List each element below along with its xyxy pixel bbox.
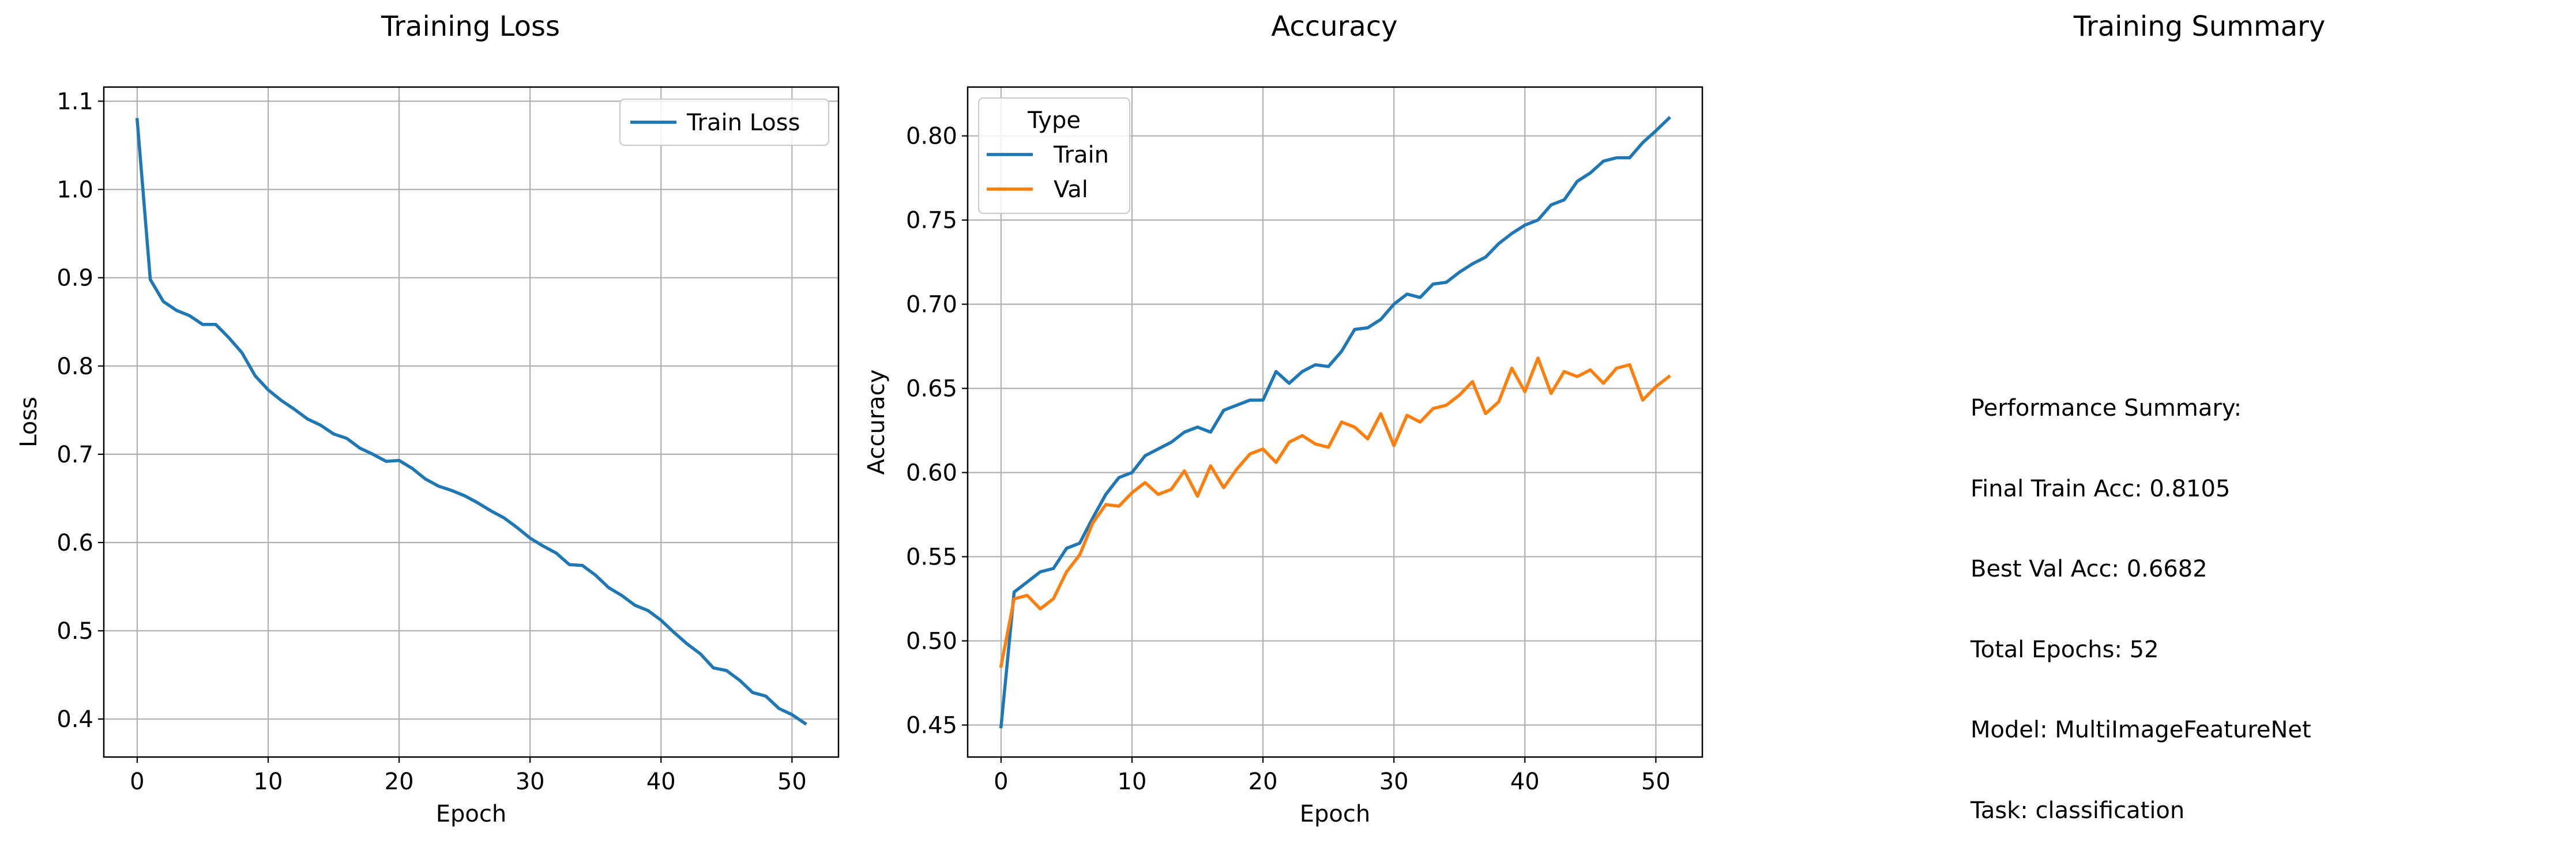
accuracy-chart-ytick-label: 0.80 [906, 123, 957, 150]
accuracy-chart-xtick-label: 40 [1510, 769, 1540, 795]
accuracy-chart-xtick-label: 10 [1118, 769, 1147, 795]
loss-chart-ticks: 0 10 20 30 40 50 0.4 0.5 0.6 0.7 0.8 0.9 1.0 1.1 [57, 88, 806, 795]
accuracy-chart-ytick-label: 0.55 [906, 544, 957, 571]
loss-chart-title: Training Loss [381, 10, 560, 43]
loss-chart-xtick-label: 50 [777, 769, 807, 795]
accuracy-chart-xtick-label: 50 [1641, 769, 1671, 795]
loss-chart-xtick-label: 20 [385, 769, 414, 795]
loss-chart-xtick-label: 0 [130, 769, 144, 795]
loss-chart-grid [104, 87, 838, 757]
summary-line-final-train-acc: Final Train Acc: 0.8105 [1970, 475, 2231, 502]
loss-chart: Training Loss 0 10 20 30 40 50 0.4 0.5 0.6 0.7 0.8… [16, 10, 840, 827]
accuracy-legend-label: Train [1053, 142, 1109, 168]
loss-chart-ytick-label: 0.6 [57, 530, 93, 556]
accuracy-chart: Accuracy 0 10 20 30 40 50 0.45 0.50 0.55 0.60 0.65… [863, 10, 1703, 827]
summary-line-best-val-acc: Best Val Acc: 0.6682 [1970, 556, 2208, 582]
accuracy-chart-ytick-label: 0.75 [906, 208, 957, 234]
loss-chart-xtick-label: 30 [516, 769, 545, 795]
summary-line-model: Model: MultiImageFeatureNet [1970, 717, 2311, 743]
loss-chart-xlabel: Epoch [436, 801, 506, 827]
summary-line-total-epochs: Total Epochs: 52 [1970, 636, 2159, 663]
summary-panel-title: Training Summary [2073, 10, 2326, 43]
accuracy-chart-xtick-label: 0 [994, 769, 1008, 795]
accuracy-chart-ytick-label: 0.60 [906, 460, 957, 487]
accuracy-chart-frame [967, 86, 1703, 758]
accuracy-chart-ytick-label: 0.70 [906, 292, 957, 318]
loss-chart-xtick-label: 10 [254, 769, 283, 795]
loss-legend-label: Train Loss [686, 110, 800, 136]
loss-chart-frame [103, 86, 840, 758]
accuracy-chart-ticks: 0 10 20 30 40 50 0.45 0.50 0.55 0.60 0.65 0.70 0.75 0… [906, 123, 1671, 795]
loss-chart-ytick-label: 0.7 [57, 442, 93, 468]
loss-chart-ytick-label: 1.0 [57, 177, 93, 204]
accuracy-chart-ytick-label: 0.50 [906, 628, 957, 655]
accuracy-chart-lines [999, 116, 1671, 729]
loss-chart-legend: Train Loss [619, 98, 830, 146]
accuracy-chart-series-val [999, 356, 1671, 668]
loss-chart-ytick-label: 0.9 [57, 265, 93, 292]
accuracy-chart-ytick-label: 0.45 [906, 713, 957, 739]
loss-chart-xtick-label: 40 [646, 769, 676, 795]
accuracy-chart-legend: Type Train Val [977, 97, 1131, 214]
accuracy-legend-box [977, 97, 1131, 214]
performance-summary-text: Performance Summary: Final Train Acc: 0.… [1970, 341, 2311, 851]
loss-chart-ytick-label: 1.1 [57, 88, 93, 115]
accuracy-chart-series-train [999, 116, 1671, 729]
loss-chart-ytick-label: 0.4 [57, 706, 93, 733]
loss-chart-series-train-loss [135, 118, 807, 726]
summary-line-task: Task: classification [1970, 797, 2185, 824]
loss-legend-box [619, 98, 830, 146]
accuracy-legend-title: Type [1027, 107, 1081, 134]
accuracy-legend-label: Val [1054, 176, 1088, 203]
accuracy-chart-ytick-label: 0.65 [906, 376, 957, 402]
loss-chart-ytick-label: 0.5 [57, 618, 93, 645]
accuracy-chart-title: Accuracy [1271, 10, 1397, 43]
loss-chart-ytick-label: 0.8 [57, 353, 93, 380]
accuracy-chart-xlabel: Epoch [1300, 801, 1370, 827]
summary-line-heading: Performance Summary: [1970, 395, 2242, 421]
loss-chart-ylabel: Loss [16, 397, 42, 447]
accuracy-chart-xtick-label: 30 [1379, 769, 1409, 795]
accuracy-chart-ylabel: Accuracy [863, 370, 890, 475]
accuracy-chart-xtick-label: 20 [1248, 769, 1278, 795]
loss-chart-lines [135, 118, 807, 726]
